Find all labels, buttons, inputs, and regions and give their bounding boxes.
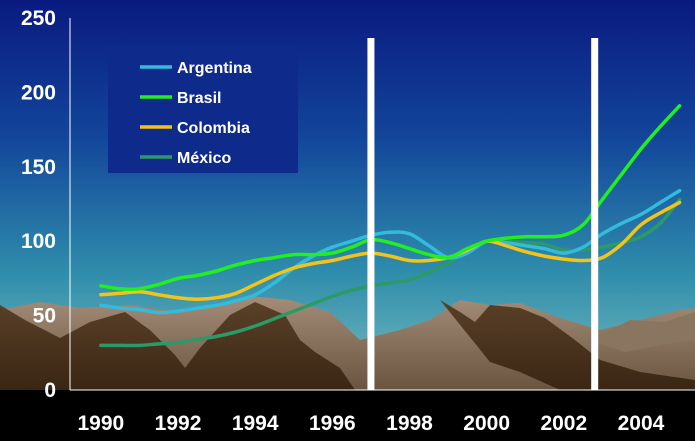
- legend-label: Colombia: [177, 120, 250, 137]
- vertical-marker: [367, 38, 375, 390]
- x-tick-label: 2000: [463, 412, 510, 435]
- y-tick-labels: 0 50 100 150 200 250: [21, 7, 56, 402]
- x-tick-labels: 1990 1992 1994 1996 1998 2000 2002 2004: [78, 412, 665, 435]
- legend-label: Argentina: [177, 60, 252, 77]
- y-tick-label: 0: [44, 379, 56, 402]
- y-tick-label: 150: [21, 156, 56, 179]
- y-tick-label: 200: [21, 81, 56, 104]
- series-line-brasil: [99, 104, 682, 292]
- y-tick-label: 100: [21, 230, 56, 253]
- vertical-marker: [591, 38, 599, 390]
- x-tick-label: 2004: [618, 412, 665, 435]
- series-line-argentina: [99, 188, 682, 315]
- far-peak-right: [590, 312, 695, 352]
- y-tick-label: 50: [33, 305, 56, 328]
- x-tick-label: 1998: [386, 412, 433, 435]
- legend-label: Brasil: [177, 90, 221, 107]
- series-line-mxico: [99, 197, 682, 348]
- axes: [69, 18, 695, 391]
- x-tick-label: 1996: [309, 412, 356, 435]
- x-tick-label: 2002: [540, 412, 587, 435]
- near-mountains-right: [440, 300, 695, 390]
- x-tick-label: 1994: [232, 412, 279, 435]
- y-tick-label: 250: [21, 7, 56, 30]
- series-line-colombia: [99, 200, 682, 301]
- legend-box: [108, 45, 298, 173]
- x-tick-label: 1990: [78, 412, 125, 435]
- series-lines: [99, 104, 682, 348]
- legend: Argentina Brasil Colombia México: [108, 45, 298, 173]
- mountain-background: [0, 296, 695, 390]
- near-mountains: [0, 302, 355, 390]
- x-tick-label: 1992: [155, 412, 202, 435]
- vertical-markers: [367, 38, 599, 390]
- legend-label: México: [177, 150, 231, 167]
